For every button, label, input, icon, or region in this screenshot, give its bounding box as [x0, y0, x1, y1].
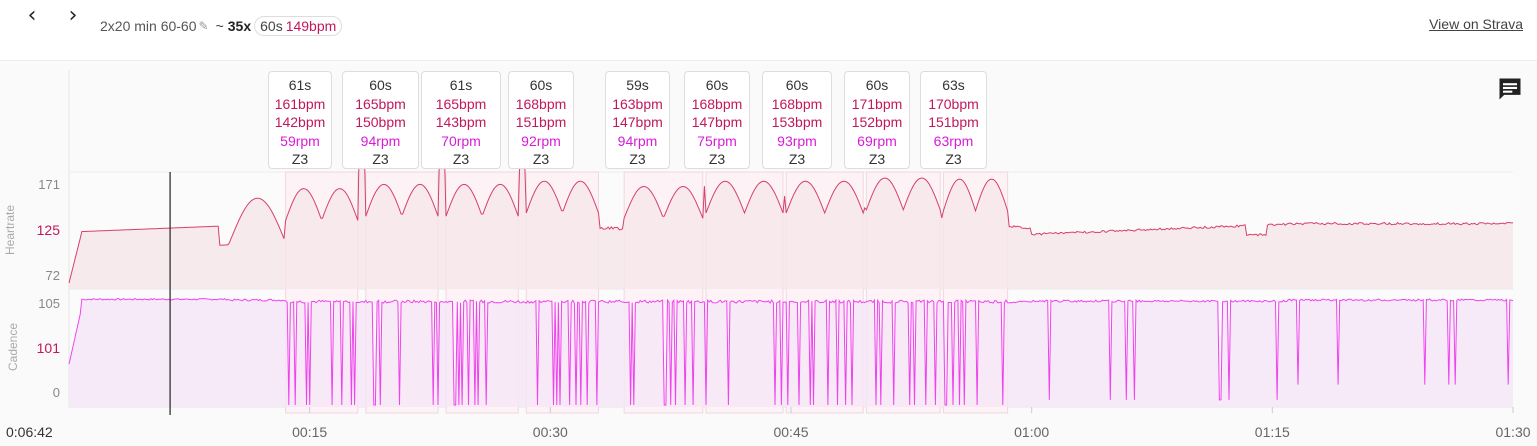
interval-cadence: 63rpm: [933, 132, 974, 149]
interval-avg-heartrate: 142bpm: [274, 114, 326, 130]
interval-avg-heartrate: 147bpm: [691, 114, 743, 130]
interval-duration: 61s: [288, 77, 312, 93]
interval-duration: 60s: [260, 18, 283, 34]
hr-tick-max: 171: [38, 177, 60, 192]
interval-card[interactable]: 61s 165bpm 143bpm 70rpm Z3: [421, 71, 501, 169]
cadence-area: [69, 298, 1513, 407]
next-button[interactable]: ›: [61, 4, 85, 28]
previous-button[interactable]: ‹: [20, 4, 44, 28]
interval-card[interactable]: 60s 165bpm 150bpm 94rpm Z3: [342, 71, 419, 169]
interval-max-heartrate: 168bpm: [515, 95, 567, 112]
interval-avg-heartrate: 151bpm: [515, 114, 567, 130]
interval-duration: 60s: [369, 77, 392, 93]
interval-card[interactable]: 60s 168bpm 153bpm 93rpm Z3: [762, 71, 832, 169]
interval-avg-heartrate: 152bpm: [851, 114, 903, 130]
interval-duration: 63s: [942, 77, 965, 93]
interval-avg-heartrate: 151bpm: [928, 114, 979, 130]
cadence-axis-label: Cadence: [6, 322, 21, 372]
interval-cadence: 69rpm: [857, 132, 897, 149]
interval-zone: Z3: [452, 151, 470, 167]
start-time: 0:06:42: [6, 424, 53, 440]
cad-tick-max: 105: [38, 296, 60, 311]
interval-max-heartrate: 171bpm: [851, 95, 903, 112]
interval-card[interactable]: 60s 168bpm 147bpm 75rpm Z3: [684, 71, 750, 169]
workout-title: 2x20 min 60-60 ✎ ~ 35x 60s 149bpm: [100, 15, 343, 37]
interval-cadence: 59rpm: [280, 132, 320, 149]
view-on-strava-link[interactable]: View on Strava: [1429, 16, 1523, 32]
pencil-icon[interactable]: ✎: [198, 19, 209, 33]
interval-card[interactable]: 60s 171bpm 152bpm 69rpm Z3: [844, 71, 910, 169]
interval-duration: 60s: [785, 77, 809, 93]
interval-cadence: 70rpm: [441, 132, 481, 149]
interval-avg-heartrate: 150bpm: [355, 114, 406, 130]
interval-cadence: 75rpm: [697, 132, 737, 149]
interval-max-heartrate: 165bpm: [355, 95, 406, 112]
toolbar: ‹ › 2x20 min 60-60 ✎ ~ 35x 60s 149bpm Vi…: [0, 0, 1537, 60]
interval-heartrate: 149bpm: [285, 18, 337, 34]
x-tick-label: 00:30: [532, 424, 568, 440]
interval-max-heartrate: 165bpm: [435, 95, 487, 112]
interval-cadence: 94rpm: [360, 132, 401, 149]
comment-icon[interactable]: [1496, 75, 1524, 103]
interval-zone: Z3: [372, 151, 389, 167]
x-tick-label: 01:00: [1014, 424, 1050, 440]
interval-max-heartrate: 163bpm: [612, 95, 663, 112]
interval-duration: 60s: [705, 77, 729, 93]
interval-card[interactable]: 59s 163bpm 147bpm 94rpm Z3: [605, 71, 670, 169]
interval-count: 35x: [227, 18, 252, 34]
tilde: ~: [215, 18, 224, 34]
interval-avg-heartrate: 143bpm: [435, 114, 487, 130]
interval-zone: Z3: [708, 151, 726, 167]
heartrate-line: [68, 138, 1514, 284]
cadence-line: [68, 297, 1514, 406]
interval-max-heartrate: 168bpm: [691, 95, 743, 112]
cad-tick-min: 0: [52, 385, 60, 400]
interval-avg-heartrate: 147bpm: [612, 114, 663, 130]
interval-cadence: 94rpm: [617, 132, 658, 149]
interval-cadence: 92rpm: [521, 132, 561, 149]
x-tick-label: 00:45: [773, 424, 809, 440]
chevron-right-icon: ›: [68, 3, 78, 28]
heartrate-axis-label: Heartrate: [3, 204, 18, 256]
interval-zone: Z3: [532, 151, 550, 167]
hr-tick-mid: 125: [36, 222, 60, 238]
cad-tick-mid: 101: [36, 340, 60, 356]
interval-max-heartrate: 161bpm: [274, 95, 326, 112]
interval-zone: Z3: [788, 151, 806, 167]
x-tick-label: 01:15: [1254, 424, 1290, 440]
interval-zone: Z3: [629, 151, 646, 167]
interval-duration: 59s: [626, 77, 649, 93]
interval-duration: 60s: [529, 77, 553, 93]
interval-zone: Z3: [868, 151, 886, 167]
interval-card[interactable]: 63s 170bpm 151bpm 63rpm Z3: [920, 71, 987, 169]
interval-duration: 60s: [865, 77, 889, 93]
interval-avg-heartrate: 153bpm: [771, 114, 823, 130]
hr-tick-min: 72: [45, 268, 60, 283]
interval-card[interactable]: 60s 168bpm 151bpm 92rpm Z3: [508, 71, 574, 169]
interval-zone: Z3: [945, 151, 962, 167]
workout-name: 2x20 min 60-60: [100, 18, 197, 34]
interval-duration: 61s: [449, 77, 473, 93]
x-tick-label: 00:15: [292, 424, 328, 440]
chevron-left-icon: ‹: [27, 3, 37, 28]
interval-zone: Z3: [291, 151, 309, 167]
interval-max-heartrate: 170bpm: [928, 95, 979, 112]
interval-cadence: 93rpm: [777, 132, 817, 149]
interval-summary-badge: 60s 149bpm: [254, 16, 343, 36]
interval-max-heartrate: 168bpm: [771, 95, 823, 112]
heartrate-area: [69, 139, 1513, 289]
interval-card[interactable]: 61s 161bpm 142bpm 59rpm Z3: [268, 71, 332, 169]
x-tick-label: 01:30: [1495, 424, 1531, 440]
